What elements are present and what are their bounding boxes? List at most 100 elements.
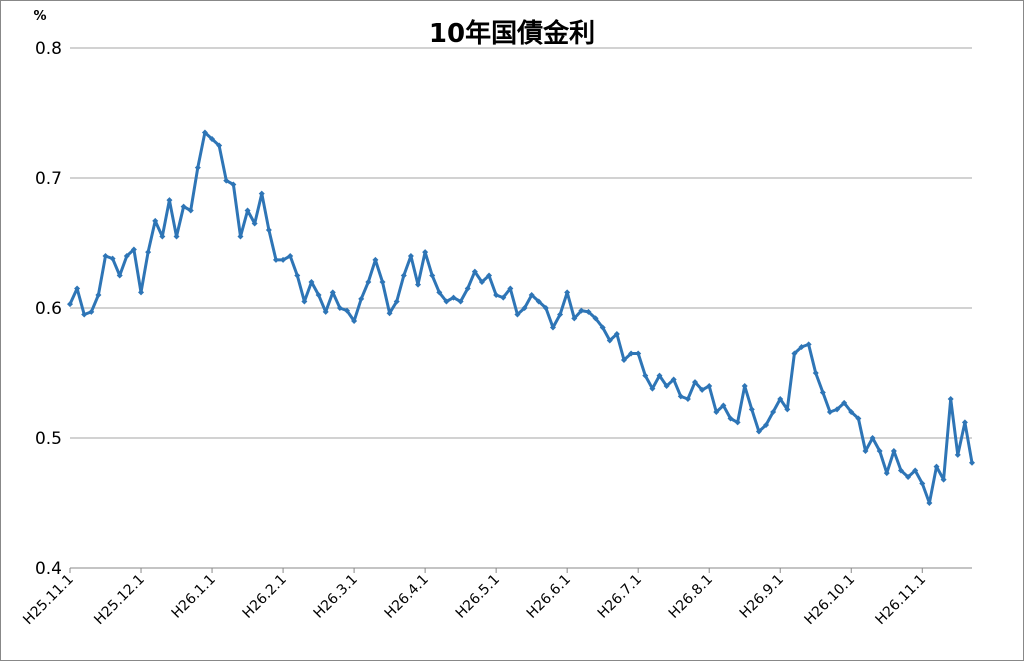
data-point [201,129,208,136]
data-point [173,233,180,240]
data-point [812,370,819,376]
data-point [770,409,777,415]
data-point [187,207,194,214]
data-point [755,428,762,435]
data-point [926,500,933,506]
data-point [351,318,358,324]
data-point [145,249,152,256]
data-point [557,311,564,318]
data-point [280,256,287,263]
data-point [209,136,216,142]
data-point [961,419,968,426]
y-tick-label: 0.6 [35,299,62,319]
data-point [542,305,549,311]
data-point [642,372,649,379]
data-point [521,305,528,311]
data-point [500,294,507,301]
data-point [819,389,826,396]
data-point [699,386,706,393]
data-point [670,376,677,383]
data-point [109,255,116,262]
data-point [734,419,741,426]
data-point [571,315,578,322]
data-point [251,220,258,227]
y-tick-label: 0.7 [35,169,62,189]
data-point [933,463,940,470]
data-point [237,233,244,240]
data-point [393,298,400,305]
data-point [159,233,166,240]
data-point [727,415,734,422]
data-point [897,467,904,474]
data-point [436,289,443,296]
data-point [862,448,869,454]
data-point [223,177,230,184]
data-point [656,372,663,379]
data-point [613,331,620,337]
data-point [706,383,713,389]
data-point [294,272,301,279]
data-point [763,422,770,428]
data-point [194,164,201,171]
data-point [123,253,130,259]
data-point [74,285,81,292]
data-point [166,197,173,204]
data-point [486,272,493,279]
data-point [415,281,422,288]
data-point [457,298,464,305]
data-point [635,350,642,357]
data-point [471,268,478,275]
data-point [386,310,393,317]
data-point [805,341,812,348]
data-point [841,399,848,406]
data-point [478,279,485,285]
data-point [265,227,272,233]
data-point [713,409,720,415]
data-point [905,474,912,480]
y-tick-label: 0.8 [35,39,62,59]
y-unit: % [33,9,46,24]
data-point [777,396,784,402]
data-point [947,396,954,402]
data-point [798,344,805,350]
data-point [493,292,500,298]
data-point [343,307,350,314]
data-point [272,256,279,263]
data-point [443,298,450,305]
data-point [869,435,876,441]
data-point [287,253,294,259]
data-point [308,279,315,285]
data-point [890,448,897,454]
data-point [507,285,514,292]
data-point [826,409,833,415]
data-point [684,396,691,402]
data-point [564,289,571,296]
data-point [464,285,471,292]
data-point [67,301,73,308]
data-point [116,272,123,279]
data-point [336,305,343,311]
data-point [592,315,599,322]
y-tick-label: 0.5 [35,429,62,449]
data-point [848,409,855,415]
data-point [180,203,187,210]
data-point [628,350,635,357]
data-point [372,256,379,263]
data-point [95,292,102,298]
data-point [741,383,748,389]
data-line [68,131,974,505]
data-point [748,406,755,413]
data-point [606,337,613,344]
data-point [322,308,329,315]
data-point [578,307,585,314]
data-point [429,272,436,279]
data-point [919,480,926,487]
data-point [883,470,890,477]
data-point [677,393,684,400]
data-point [329,289,336,296]
data-point [81,311,88,318]
data-point [791,350,798,357]
data-point [649,385,656,392]
